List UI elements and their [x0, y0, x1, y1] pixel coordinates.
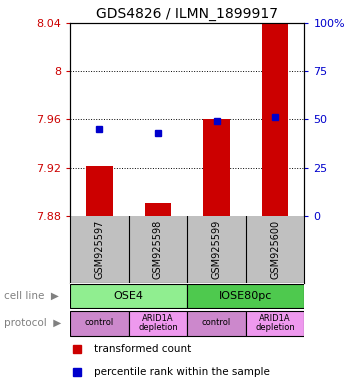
Bar [203, 119, 230, 216]
Text: IOSE80pc: IOSE80pc [219, 291, 273, 301]
Bar [262, 23, 288, 216]
Text: percentile rank within the sample: percentile rank within the sample [94, 367, 270, 377]
Text: OSE4: OSE4 [114, 291, 144, 301]
Text: protocol  ▶: protocol ▶ [4, 318, 61, 328]
Text: transformed count: transformed count [94, 344, 192, 354]
Text: GSM925599: GSM925599 [211, 220, 222, 279]
Bar [70, 284, 187, 308]
Text: ARID1A
depletion: ARID1A depletion [138, 314, 178, 332]
Bar [187, 284, 304, 308]
Text: GSM925598: GSM925598 [153, 220, 163, 279]
Bar [129, 311, 187, 336]
Bar [246, 311, 304, 336]
Text: cell line  ▶: cell line ▶ [4, 291, 58, 301]
Bar [145, 202, 171, 216]
Bar [187, 311, 246, 336]
Title: GDS4826 / ILMN_1899917: GDS4826 / ILMN_1899917 [96, 7, 278, 21]
Text: control: control [202, 318, 231, 328]
Bar [70, 311, 129, 336]
Text: GSM925600: GSM925600 [270, 220, 280, 279]
Bar [86, 166, 112, 216]
Text: control: control [85, 318, 114, 328]
Text: GSM925597: GSM925597 [94, 220, 104, 279]
Text: ARID1A
depletion: ARID1A depletion [255, 314, 295, 332]
